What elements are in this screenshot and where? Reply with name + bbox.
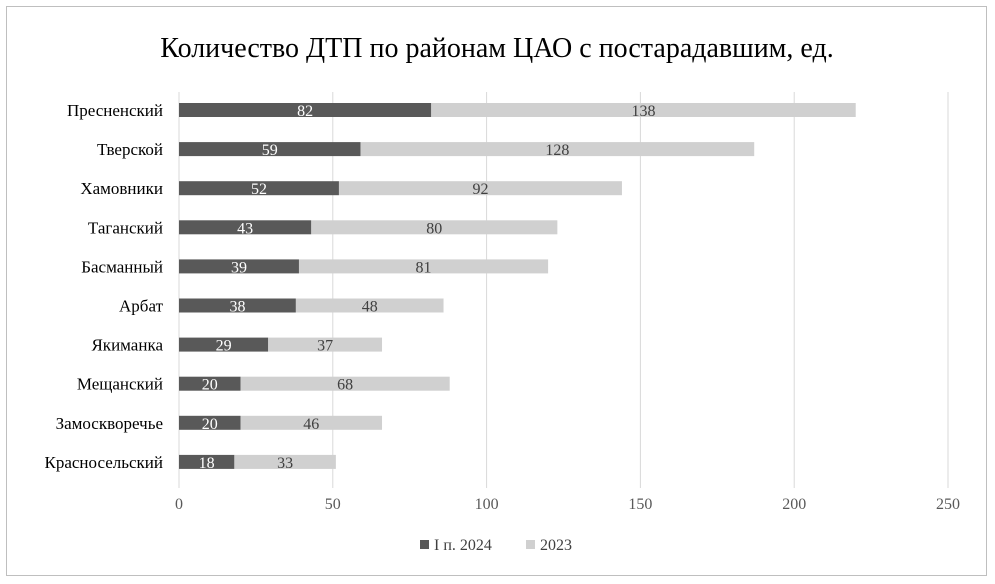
data-label: 92 [472, 181, 488, 198]
category-label: Пресненский [67, 101, 163, 120]
legend-swatch [526, 540, 535, 549]
data-label: 20 [202, 416, 218, 433]
category-label: Таганский [88, 218, 163, 237]
bar-2024 [179, 337, 269, 352]
category-label: Якиманка [91, 336, 163, 355]
data-label: 46 [303, 416, 319, 433]
legend-label: I п. 2024 [434, 537, 492, 554]
data-label: 37 [317, 338, 333, 355]
data-label: 52 [251, 181, 267, 198]
data-label: 82 [297, 103, 313, 120]
category-label: Красносельский [45, 453, 164, 472]
data-label: 80 [426, 220, 442, 237]
legend-label: 2023 [540, 537, 572, 554]
category-label: Мещанский [77, 375, 163, 394]
chart-title: Количество ДТП по районам ЦАО с постарад… [160, 33, 833, 64]
bar-2024 [179, 142, 361, 157]
x-tick-label: 0 [175, 496, 183, 513]
category-label: Хамовники [80, 179, 163, 198]
bar-2023 [234, 454, 336, 469]
bar-2023 [295, 298, 444, 313]
category-label: Арбат [119, 297, 164, 316]
bar-2024 [179, 181, 339, 196]
bar-2023 [240, 415, 383, 430]
bar-2023 [298, 259, 549, 274]
category-label: Замоскворечье [56, 414, 163, 433]
bar-2023 [268, 337, 383, 352]
bars: 82 138 59 128 52 92 43 80 39 81 38 48 29 37 20 68 20 46 18… [179, 103, 856, 472]
bar-2023 [431, 103, 856, 117]
bar-2024 [179, 298, 296, 313]
bar-2024 [179, 259, 299, 274]
bar-2023 [338, 181, 622, 196]
legend: I п. 2024 2023 [420, 537, 572, 554]
data-label: 68 [337, 377, 353, 394]
data-label: 18 [199, 455, 215, 472]
bar-2023 [311, 220, 558, 235]
data-label: 39 [231, 259, 247, 276]
x-tick-label: 250 [936, 496, 960, 513]
data-label: 38 [229, 299, 245, 316]
legend-swatch [420, 540, 429, 549]
bar-2024 [179, 415, 241, 430]
data-label: 138 [631, 103, 655, 120]
x-tick-label: 150 [628, 496, 652, 513]
data-label: 20 [202, 377, 218, 394]
bar-2024 [179, 376, 241, 391]
bar-2024 [179, 220, 312, 235]
category-labels: Пресненский Тверской Хамовники Таганский Бас… [45, 101, 164, 472]
data-label: 33 [277, 455, 293, 472]
x-axis-tick-labels: 0 50 100 150 200 250 [175, 496, 960, 513]
data-label: 59 [262, 142, 278, 159]
category-label: Тверской [97, 140, 163, 159]
data-label: 128 [545, 142, 569, 159]
bar-2023 [360, 142, 755, 157]
chart-frame [6, 6, 987, 576]
bar-2023 [240, 376, 450, 391]
data-label: 29 [216, 338, 232, 355]
bar-2024 [179, 103, 432, 117]
x-tick-label: 50 [325, 496, 341, 513]
data-label: 48 [362, 299, 378, 316]
data-label: 81 [416, 259, 432, 276]
x-tick-label: 100 [475, 496, 499, 513]
data-label: 43 [237, 220, 253, 237]
bar-2024 [179, 454, 235, 469]
x-tick-label: 200 [782, 496, 806, 513]
category-label: Басманный [81, 257, 163, 276]
